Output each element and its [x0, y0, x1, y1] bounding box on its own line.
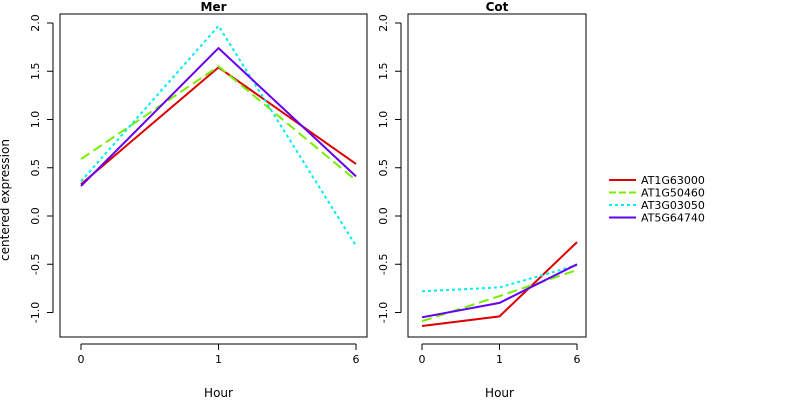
series-line-at1g50460	[421, 269, 578, 323]
y-tick-label: 2.0	[377, 14, 390, 32]
y-tick-label: -0.5	[29, 254, 42, 275]
y-tick-label: 1.0	[377, 111, 390, 129]
x-tick-label: 1	[496, 353, 503, 366]
y-tick-label: 0.5	[29, 159, 42, 177]
y-axis-label: centered expression	[0, 139, 12, 261]
x-tick-label: 1	[215, 353, 222, 366]
x-tick-label: 0	[78, 353, 85, 366]
plot-frame	[59, 13, 368, 338]
plot-frame	[407, 13, 587, 338]
series-line-at1g63000	[80, 66, 357, 185]
x-tick-label: 6	[353, 353, 360, 366]
x-tick-label: 0	[419, 353, 426, 366]
series-line-at5g64740	[421, 263, 578, 319]
series-line-at5g64740	[80, 46, 357, 187]
y-tick-label: 0.5	[377, 159, 390, 177]
y-tick-label: 1.5	[29, 63, 42, 81]
legend-label: AT5G64740	[641, 212, 705, 225]
y-tick-label: 0.0	[377, 207, 390, 225]
y-tick-label: 2.0	[29, 14, 42, 32]
x-axis-label: Hour	[204, 386, 233, 400]
panel-mer: Mer 0 1 6 Hour -1.0 -0.5 0.0 0.5 1.0 1.5 2.0	[29, 0, 368, 400]
legend-label: AT3G03050	[641, 199, 705, 212]
y-tick-label: -1.0	[29, 302, 42, 323]
series-line-at1g50460	[80, 65, 357, 182]
x-tick-label: 6	[574, 353, 581, 366]
y-tick-label: 0.0	[29, 207, 42, 225]
x-axis-label: Hour	[485, 386, 514, 400]
panel-title: Cot	[486, 0, 509, 14]
series-line-at3g03050	[80, 24, 357, 247]
y-tick-label: 1.5	[377, 63, 390, 81]
y-tick-label: 1.0	[29, 111, 42, 129]
series-line-at1g63000	[421, 241, 578, 327]
y-tick-label: -1.0	[377, 302, 390, 323]
legend-label: AT1G50460	[641, 187, 705, 200]
series-line-at3g03050	[421, 264, 578, 293]
panel-title: Mer	[201, 0, 227, 14]
panel-cot: Cot 0 1 6 Hour -1.0 -0.5 0.0 0.5 1.0 1.5 2.0	[377, 0, 587, 400]
y-tick-label: -0.5	[377, 254, 390, 275]
panels: Mer 0 1 6 Hour -1.0 -0.5 0.0 0.5 1.0 1.5 2.0 Cot 0 1 6 H…	[29, 0, 587, 400]
legend-label: AT1G63000	[641, 174, 705, 187]
